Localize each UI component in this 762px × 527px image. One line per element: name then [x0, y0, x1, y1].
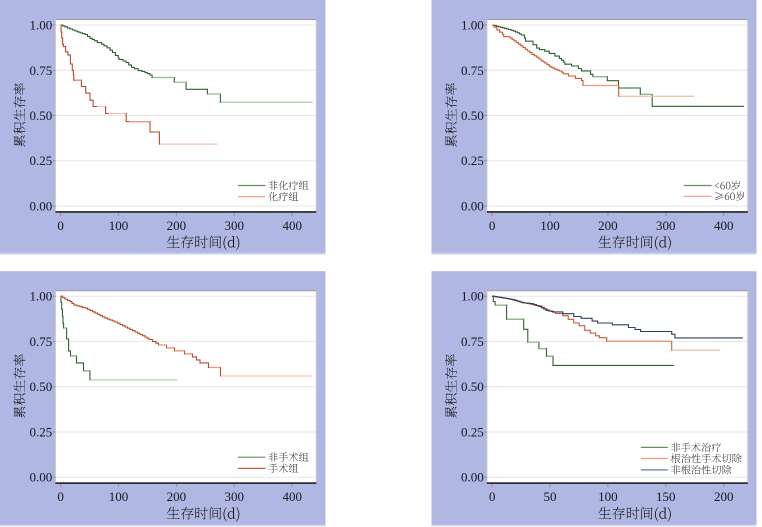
- svg-text:100: 100: [540, 218, 560, 233]
- svg-text:0.00: 0.00: [30, 470, 53, 485]
- svg-text:50: 50: [544, 489, 557, 504]
- svg-text:200: 200: [598, 218, 618, 233]
- svg-text:200: 200: [167, 489, 187, 504]
- svg-text:0.00: 0.00: [30, 199, 53, 214]
- svg-text:300: 300: [225, 218, 245, 233]
- svg-text:1.00: 1.00: [461, 18, 484, 33]
- svg-text:400: 400: [714, 218, 734, 233]
- svg-text:0: 0: [489, 489, 496, 504]
- svg-text:200: 200: [167, 218, 187, 233]
- svg-text:400: 400: [282, 218, 302, 233]
- svg-text:0.75: 0.75: [30, 63, 53, 78]
- svg-text:300: 300: [225, 489, 245, 504]
- svg-text:0: 0: [489, 218, 496, 233]
- svg-text:0: 0: [57, 489, 64, 504]
- svg-text:100: 100: [109, 218, 129, 233]
- svg-text:100: 100: [109, 489, 129, 504]
- svg-text:0.50: 0.50: [30, 379, 53, 394]
- svg-text:0.25: 0.25: [461, 153, 484, 168]
- svg-text:200: 200: [714, 489, 734, 504]
- svg-text:0.00: 0.00: [461, 199, 484, 214]
- svg-text:100: 100: [598, 489, 618, 504]
- svg-text:1.00: 1.00: [30, 18, 53, 33]
- svg-text:0.50: 0.50: [30, 108, 53, 123]
- svg-text:0.50: 0.50: [461, 108, 484, 123]
- svg-text:0.00: 0.00: [461, 470, 484, 485]
- svg-text:0.25: 0.25: [30, 424, 53, 439]
- svg-text:1.00: 1.00: [30, 289, 53, 304]
- svg-text:0.50: 0.50: [461, 379, 484, 394]
- svg-text:400: 400: [282, 489, 302, 504]
- svg-text:300: 300: [656, 218, 676, 233]
- svg-text:0.75: 0.75: [461, 63, 484, 78]
- svg-text:0.75: 0.75: [461, 334, 484, 349]
- svg-text:150: 150: [656, 489, 676, 504]
- svg-text:0.25: 0.25: [30, 153, 53, 168]
- svg-text:0.25: 0.25: [461, 424, 484, 439]
- svg-text:0.75: 0.75: [30, 334, 53, 349]
- svg-text:0: 0: [57, 218, 64, 233]
- svg-text:1.00: 1.00: [461, 289, 484, 304]
